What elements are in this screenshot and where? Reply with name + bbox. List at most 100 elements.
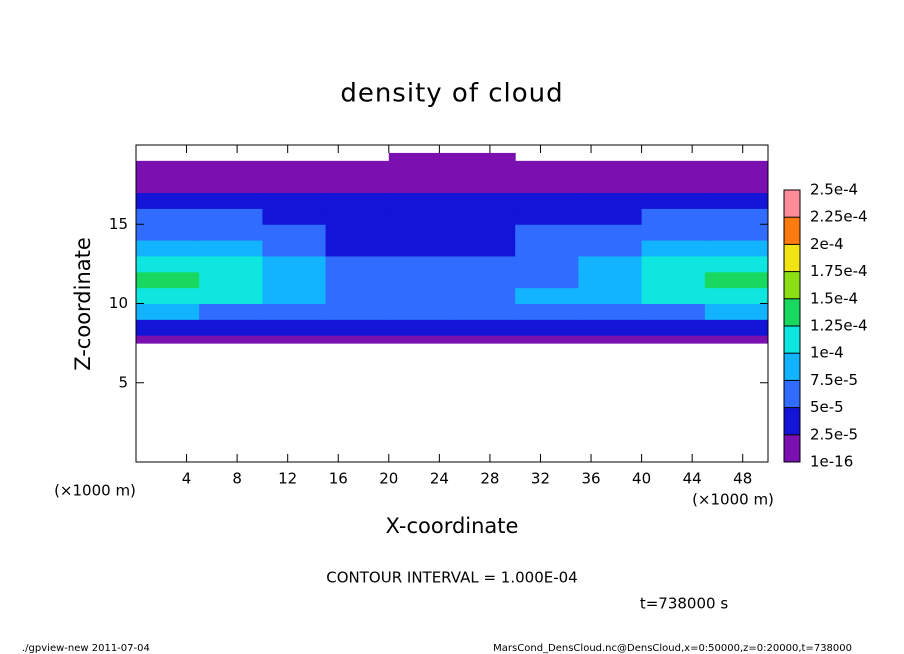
colorbar-label: 2e-4 <box>810 235 844 253</box>
heatmap-cell <box>578 335 643 344</box>
heatmap-cell <box>704 303 769 320</box>
heatmap-cell <box>641 319 706 336</box>
heatmap-cell <box>641 287 706 304</box>
heatmap-cell <box>136 224 200 241</box>
y-tick-label: 15 <box>109 215 128 233</box>
heatmap-cell <box>262 287 327 304</box>
heatmap-cell <box>641 255 706 273</box>
colorbar-swatch <box>784 298 800 326</box>
heatmap-cell <box>262 192 327 209</box>
heatmap-cell <box>388 335 453 344</box>
x-tick-label: 44 <box>683 470 702 488</box>
heatmap-cell <box>452 319 516 336</box>
heatmap-cell <box>578 319 643 336</box>
heatmap-cell <box>704 271 769 289</box>
colorbar-label: 1.25e-4 <box>810 317 868 335</box>
colorbar-swatch <box>784 271 800 299</box>
heatmap-cell <box>136 208 200 225</box>
heatmap-cell <box>641 160 706 178</box>
x-unit-label: (×1000 m) <box>692 491 774 509</box>
colorbar-label: 1e-16 <box>810 453 853 471</box>
x-tick-label: 12 <box>278 470 297 488</box>
heatmap-cell <box>704 176 769 194</box>
heatmap-cell <box>388 224 453 241</box>
heatmap-cell <box>199 240 263 257</box>
heatmap-cell <box>262 176 327 194</box>
colorbar-swatch <box>784 434 800 462</box>
colorbar-swatch <box>784 353 800 381</box>
heatmap-cell <box>704 255 769 273</box>
heatmap-cell <box>641 208 706 225</box>
heatmap-cell <box>641 303 706 320</box>
heatmap-cell <box>452 287 516 304</box>
x-tick-label: 8 <box>232 470 242 488</box>
heatmap-cell <box>704 160 769 178</box>
heatmap-cell <box>262 240 327 257</box>
colorbar-swatch <box>784 380 800 408</box>
heatmap-cell <box>388 319 453 336</box>
heatmap-cell <box>641 192 706 209</box>
heatmap-cell <box>325 303 390 320</box>
heatmap-cell <box>325 271 390 289</box>
colorbar-label: 1.75e-4 <box>810 262 868 280</box>
heatmap-cell <box>452 335 516 344</box>
heatmap-cell <box>262 271 327 289</box>
x-unit-label: (×1000 m) <box>54 482 136 500</box>
colorbar-swatch <box>784 217 800 245</box>
colorbar-label: 5e-5 <box>810 398 844 416</box>
heatmap-cell <box>704 240 769 257</box>
heatmap-cell <box>262 319 327 336</box>
heatmap-cell <box>515 303 579 320</box>
heatmap-cell <box>452 192 516 209</box>
colorbar-label: 1.5e-4 <box>810 289 858 307</box>
heatmap-cell <box>704 224 769 241</box>
footer-right: MarsCond_DensCloud.nc@DensCloud,x=0:5000… <box>493 643 852 654</box>
heatmap-cell <box>325 255 390 273</box>
heatmap-cell <box>388 192 453 209</box>
x-tick-label: 48 <box>733 470 752 488</box>
annotation: CONTOUR INTERVAL = 1.000E-04 <box>326 569 577 587</box>
heatmap-cell <box>515 240 579 257</box>
heatmap-cell <box>388 255 453 273</box>
heatmap-cell <box>262 224 327 241</box>
x-tick-label: 32 <box>531 470 550 488</box>
heatmap-cell <box>136 176 200 194</box>
heatmap-cell <box>136 319 200 336</box>
heatmap-cell <box>452 152 516 162</box>
heatmap-cell <box>452 303 516 320</box>
heatmap-cell <box>325 160 390 178</box>
heatmap-cell <box>452 224 516 241</box>
heatmap-cell <box>325 224 390 241</box>
heatmap-cell <box>199 335 263 344</box>
heatmap-cell <box>136 160 200 178</box>
heatmap-cell <box>262 303 327 320</box>
heatmap-cell <box>388 152 453 162</box>
heatmap-cell <box>199 271 263 289</box>
heatmap-cell <box>325 335 390 344</box>
heatmap-cell <box>578 176 643 194</box>
x-tick-label: 4 <box>182 470 192 488</box>
heatmap-cell <box>199 176 263 194</box>
heatmap-cell <box>199 224 263 241</box>
heatmap-cell <box>641 335 706 344</box>
x-axis-title: X-coordinate <box>386 514 519 538</box>
heatmap-cell <box>641 240 706 257</box>
heatmap-cell <box>199 255 263 273</box>
x-tick-label: 36 <box>581 470 600 488</box>
heatmap-cell <box>136 335 200 344</box>
heatmap-cell <box>641 271 706 289</box>
heatmap-cell <box>388 240 453 257</box>
heatmap-cell <box>388 303 453 320</box>
colorbar-swatch <box>784 244 800 272</box>
heatmap-cell <box>325 240 390 257</box>
heatmap-cell <box>704 319 769 336</box>
time-label: t=738000 s <box>640 595 728 613</box>
heatmap-cell <box>452 271 516 289</box>
heatmap-cell <box>388 287 453 304</box>
colorbar-swatch <box>784 407 800 435</box>
axes: 4 8 12 16 20 24 28 32 36 40 44 48510151e-162.5e-55e… <box>109 144 868 488</box>
heatmap-cell <box>578 160 643 178</box>
heatmap-cell <box>452 160 516 178</box>
heatmap <box>136 152 769 344</box>
